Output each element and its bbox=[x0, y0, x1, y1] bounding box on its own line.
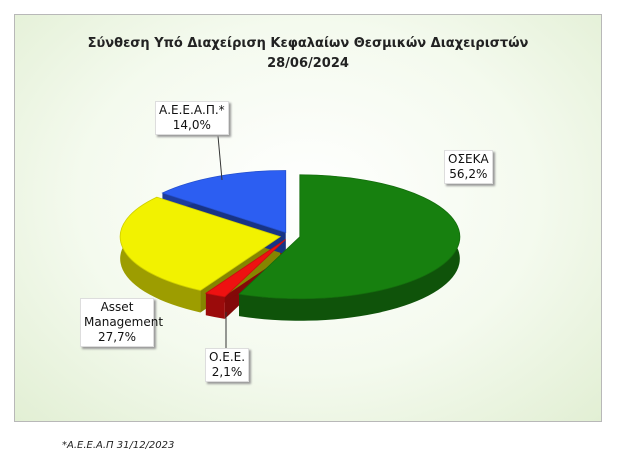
data-label: Α.Ε.Ε.Α.Π.* 14,0% bbox=[155, 101, 229, 135]
chart-subtitle: 28/06/2024 bbox=[267, 56, 349, 71]
category-label: Ο.Ε.Ε. bbox=[209, 350, 246, 364]
category-label: Α.Ε.Ε.Α.Π.* bbox=[159, 103, 225, 117]
slice bbox=[119, 196, 282, 291]
data-label: ΟΣΕΚΑ 56,2% bbox=[444, 150, 493, 184]
footnote: *Α.Ε.Ε.Α.Π 31/12/2023 bbox=[62, 440, 175, 451]
slice bbox=[161, 170, 287, 234]
value-label: 2,1% bbox=[211, 365, 243, 379]
leader-line bbox=[217, 135, 223, 181]
value-label: 27,7% bbox=[97, 330, 137, 344]
value-label: 14,0% bbox=[172, 118, 211, 132]
slice bbox=[238, 174, 461, 300]
value-label: 56,2% bbox=[449, 167, 488, 181]
slice-wall bbox=[205, 293, 225, 319]
data-label: Asset Management 27,7% bbox=[80, 298, 164, 347]
chart-title: Σύνθεση Υπό Διαχείριση Κεφαλαίων Θεσμικώ… bbox=[87, 36, 529, 51]
data-label: Ο.Ε.Ε. 2,1% bbox=[205, 348, 250, 382]
slice bbox=[204, 239, 286, 298]
category-label: Asset Management bbox=[84, 300, 164, 329]
category-label: ΟΣΕΚΑ bbox=[448, 152, 489, 166]
